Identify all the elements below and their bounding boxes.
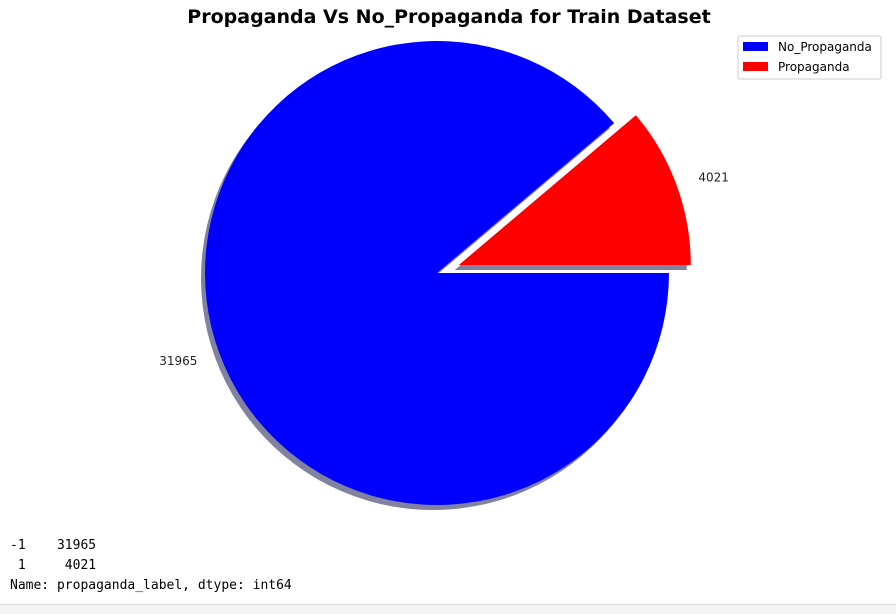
pie-label-propaganda: 4021 [698, 170, 729, 184]
pie-slice-no-propaganda [205, 40, 669, 505]
legend-swatch-propaganda [743, 62, 768, 71]
legend-frame [737, 35, 882, 80]
output-line-1: -1 31965 [10, 538, 97, 553]
pie-label-no-propaganda: 31965 [159, 354, 197, 368]
chart-title: Propaganda Vs No_Propaganda for Train Da… [187, 6, 710, 28]
legend: No_Propaganda Propaganda [737, 35, 882, 80]
output-line-3: Name: propaganda_label, dtype: int64 [10, 578, 292, 593]
legend-label-no-propaganda: No_Propaganda [778, 40, 872, 54]
cell-output: -1 31965 1 4021 Name: propaganda_label, d… [10, 536, 292, 596]
legend-swatch-no-propaganda [743, 42, 768, 51]
pie-slices: 4021 31965 [159, 40, 729, 510]
pie-slice-propaganda [458, 115, 691, 266]
pie-chart: Propaganda Vs No_Propaganda for Train Da… [159, 6, 882, 510]
output-line-2: 1 4021 [10, 558, 97, 573]
legend-label-propaganda: Propaganda [778, 60, 850, 74]
next-cell-edge [0, 604, 896, 614]
